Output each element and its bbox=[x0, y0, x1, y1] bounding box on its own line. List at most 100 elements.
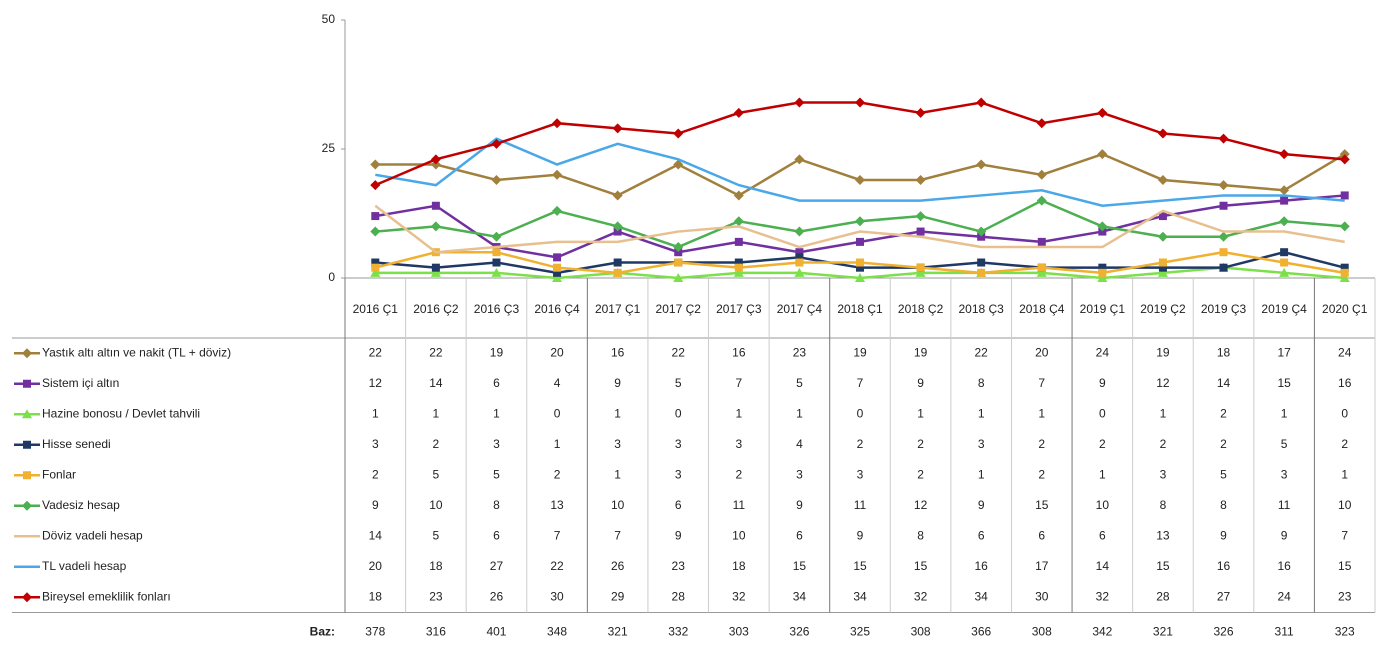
marker bbox=[673, 242, 684, 253]
x-tick-label: 2020 Ç1 bbox=[1322, 302, 1368, 316]
marker bbox=[552, 118, 563, 129]
marker bbox=[23, 471, 31, 480]
x-tick-label: 2017 Ç2 bbox=[656, 302, 702, 316]
table-value: 1 bbox=[978, 467, 985, 481]
table-value: 11 bbox=[733, 498, 746, 512]
marker bbox=[552, 169, 563, 180]
marker bbox=[23, 379, 31, 388]
marker bbox=[1218, 231, 1229, 242]
table-value: 9 bbox=[917, 376, 924, 390]
marker bbox=[1339, 154, 1350, 165]
marker bbox=[1218, 180, 1229, 191]
marker bbox=[976, 226, 987, 237]
table-value: 18 bbox=[369, 589, 383, 603]
base-value: 326 bbox=[789, 625, 809, 639]
marker bbox=[734, 237, 743, 246]
table-value: 3 bbox=[372, 437, 379, 451]
marker bbox=[22, 592, 32, 603]
table-value: 2 bbox=[735, 467, 742, 481]
table-value: 3 bbox=[796, 467, 803, 481]
marker bbox=[915, 107, 926, 118]
marker bbox=[673, 273, 684, 282]
marker bbox=[915, 267, 926, 277]
table-value: 6 bbox=[978, 528, 985, 542]
marker bbox=[915, 174, 926, 185]
marker bbox=[370, 180, 381, 191]
marker bbox=[1219, 248, 1228, 257]
marker bbox=[1279, 185, 1290, 196]
marker bbox=[794, 226, 805, 237]
marker bbox=[977, 258, 986, 267]
marker bbox=[855, 97, 865, 108]
marker bbox=[613, 227, 622, 236]
table-value: 16 bbox=[732, 345, 746, 359]
marker bbox=[1339, 273, 1350, 282]
marker bbox=[431, 201, 440, 210]
table-value: 34 bbox=[974, 589, 988, 603]
table-value: 6 bbox=[493, 376, 500, 390]
marker bbox=[22, 500, 32, 511]
marker bbox=[855, 174, 865, 185]
table-value: 9 bbox=[1099, 376, 1106, 390]
table-value: 2 bbox=[1220, 406, 1227, 420]
x-tick-label: 2018 Ç2 bbox=[898, 302, 944, 316]
base-value: 303 bbox=[729, 625, 749, 639]
marker bbox=[856, 237, 864, 246]
table-value: 2 bbox=[1160, 437, 1167, 451]
table-value: 23 bbox=[429, 589, 443, 603]
marker bbox=[794, 267, 805, 277]
table-value: 10 bbox=[1096, 498, 1110, 512]
table-value: 2 bbox=[554, 467, 561, 481]
table-value: 3 bbox=[1281, 467, 1288, 481]
table-value: 3 bbox=[735, 437, 742, 451]
table-value: 32 bbox=[732, 589, 746, 603]
marker bbox=[976, 159, 987, 170]
marker bbox=[1097, 273, 1108, 282]
table-value: 34 bbox=[793, 589, 807, 603]
x-tick-label: 2019 Ç2 bbox=[1140, 302, 1186, 316]
table-value: 5 bbox=[675, 376, 682, 390]
table-value: 1 bbox=[493, 406, 500, 420]
base-value: 378 bbox=[365, 625, 385, 639]
base-value: 321 bbox=[608, 625, 628, 639]
table-value: 8 bbox=[1220, 498, 1227, 512]
table-value: 15 bbox=[914, 559, 928, 573]
marker bbox=[492, 248, 501, 257]
legend-label: Vadesiz hesap bbox=[42, 498, 120, 512]
x-tick-label: 2018 Ç4 bbox=[1019, 302, 1065, 316]
marker bbox=[1279, 216, 1290, 227]
table-value: 3 bbox=[857, 467, 864, 481]
table-value: 6 bbox=[796, 528, 803, 542]
table-value: 1 bbox=[1341, 467, 1348, 481]
table-value: 9 bbox=[1281, 528, 1288, 542]
table-value: 8 bbox=[1160, 498, 1167, 512]
table-value: 1 bbox=[1281, 406, 1288, 420]
marker bbox=[431, 263, 440, 272]
base-value: 308 bbox=[1032, 625, 1052, 639]
table-value: 15 bbox=[1156, 559, 1170, 573]
table-value: 1 bbox=[554, 437, 561, 451]
table-value: 15 bbox=[793, 559, 807, 573]
marker bbox=[1098, 268, 1107, 277]
table-value: 2 bbox=[1220, 437, 1227, 451]
series-line bbox=[374, 204, 1345, 254]
table-value: 4 bbox=[796, 437, 803, 451]
marker bbox=[1036, 169, 1047, 180]
table-value: 29 bbox=[611, 589, 625, 603]
y-tick-label: 50 bbox=[322, 12, 336, 26]
x-tick-label: 2016 Ç4 bbox=[534, 302, 580, 316]
table-value: 27 bbox=[490, 559, 504, 573]
table-value: 3 bbox=[614, 437, 621, 451]
marker bbox=[1218, 133, 1229, 144]
table-value: 11 bbox=[1278, 498, 1291, 512]
marker bbox=[1279, 267, 1290, 277]
table-value: 3 bbox=[493, 437, 500, 451]
marker bbox=[370, 267, 381, 277]
marker bbox=[1280, 248, 1289, 257]
marker bbox=[1219, 263, 1228, 272]
x-tick-label: 2016 Ç2 bbox=[413, 302, 459, 316]
marker bbox=[734, 258, 743, 267]
table-value: 8 bbox=[978, 376, 985, 390]
marker bbox=[1097, 107, 1108, 118]
